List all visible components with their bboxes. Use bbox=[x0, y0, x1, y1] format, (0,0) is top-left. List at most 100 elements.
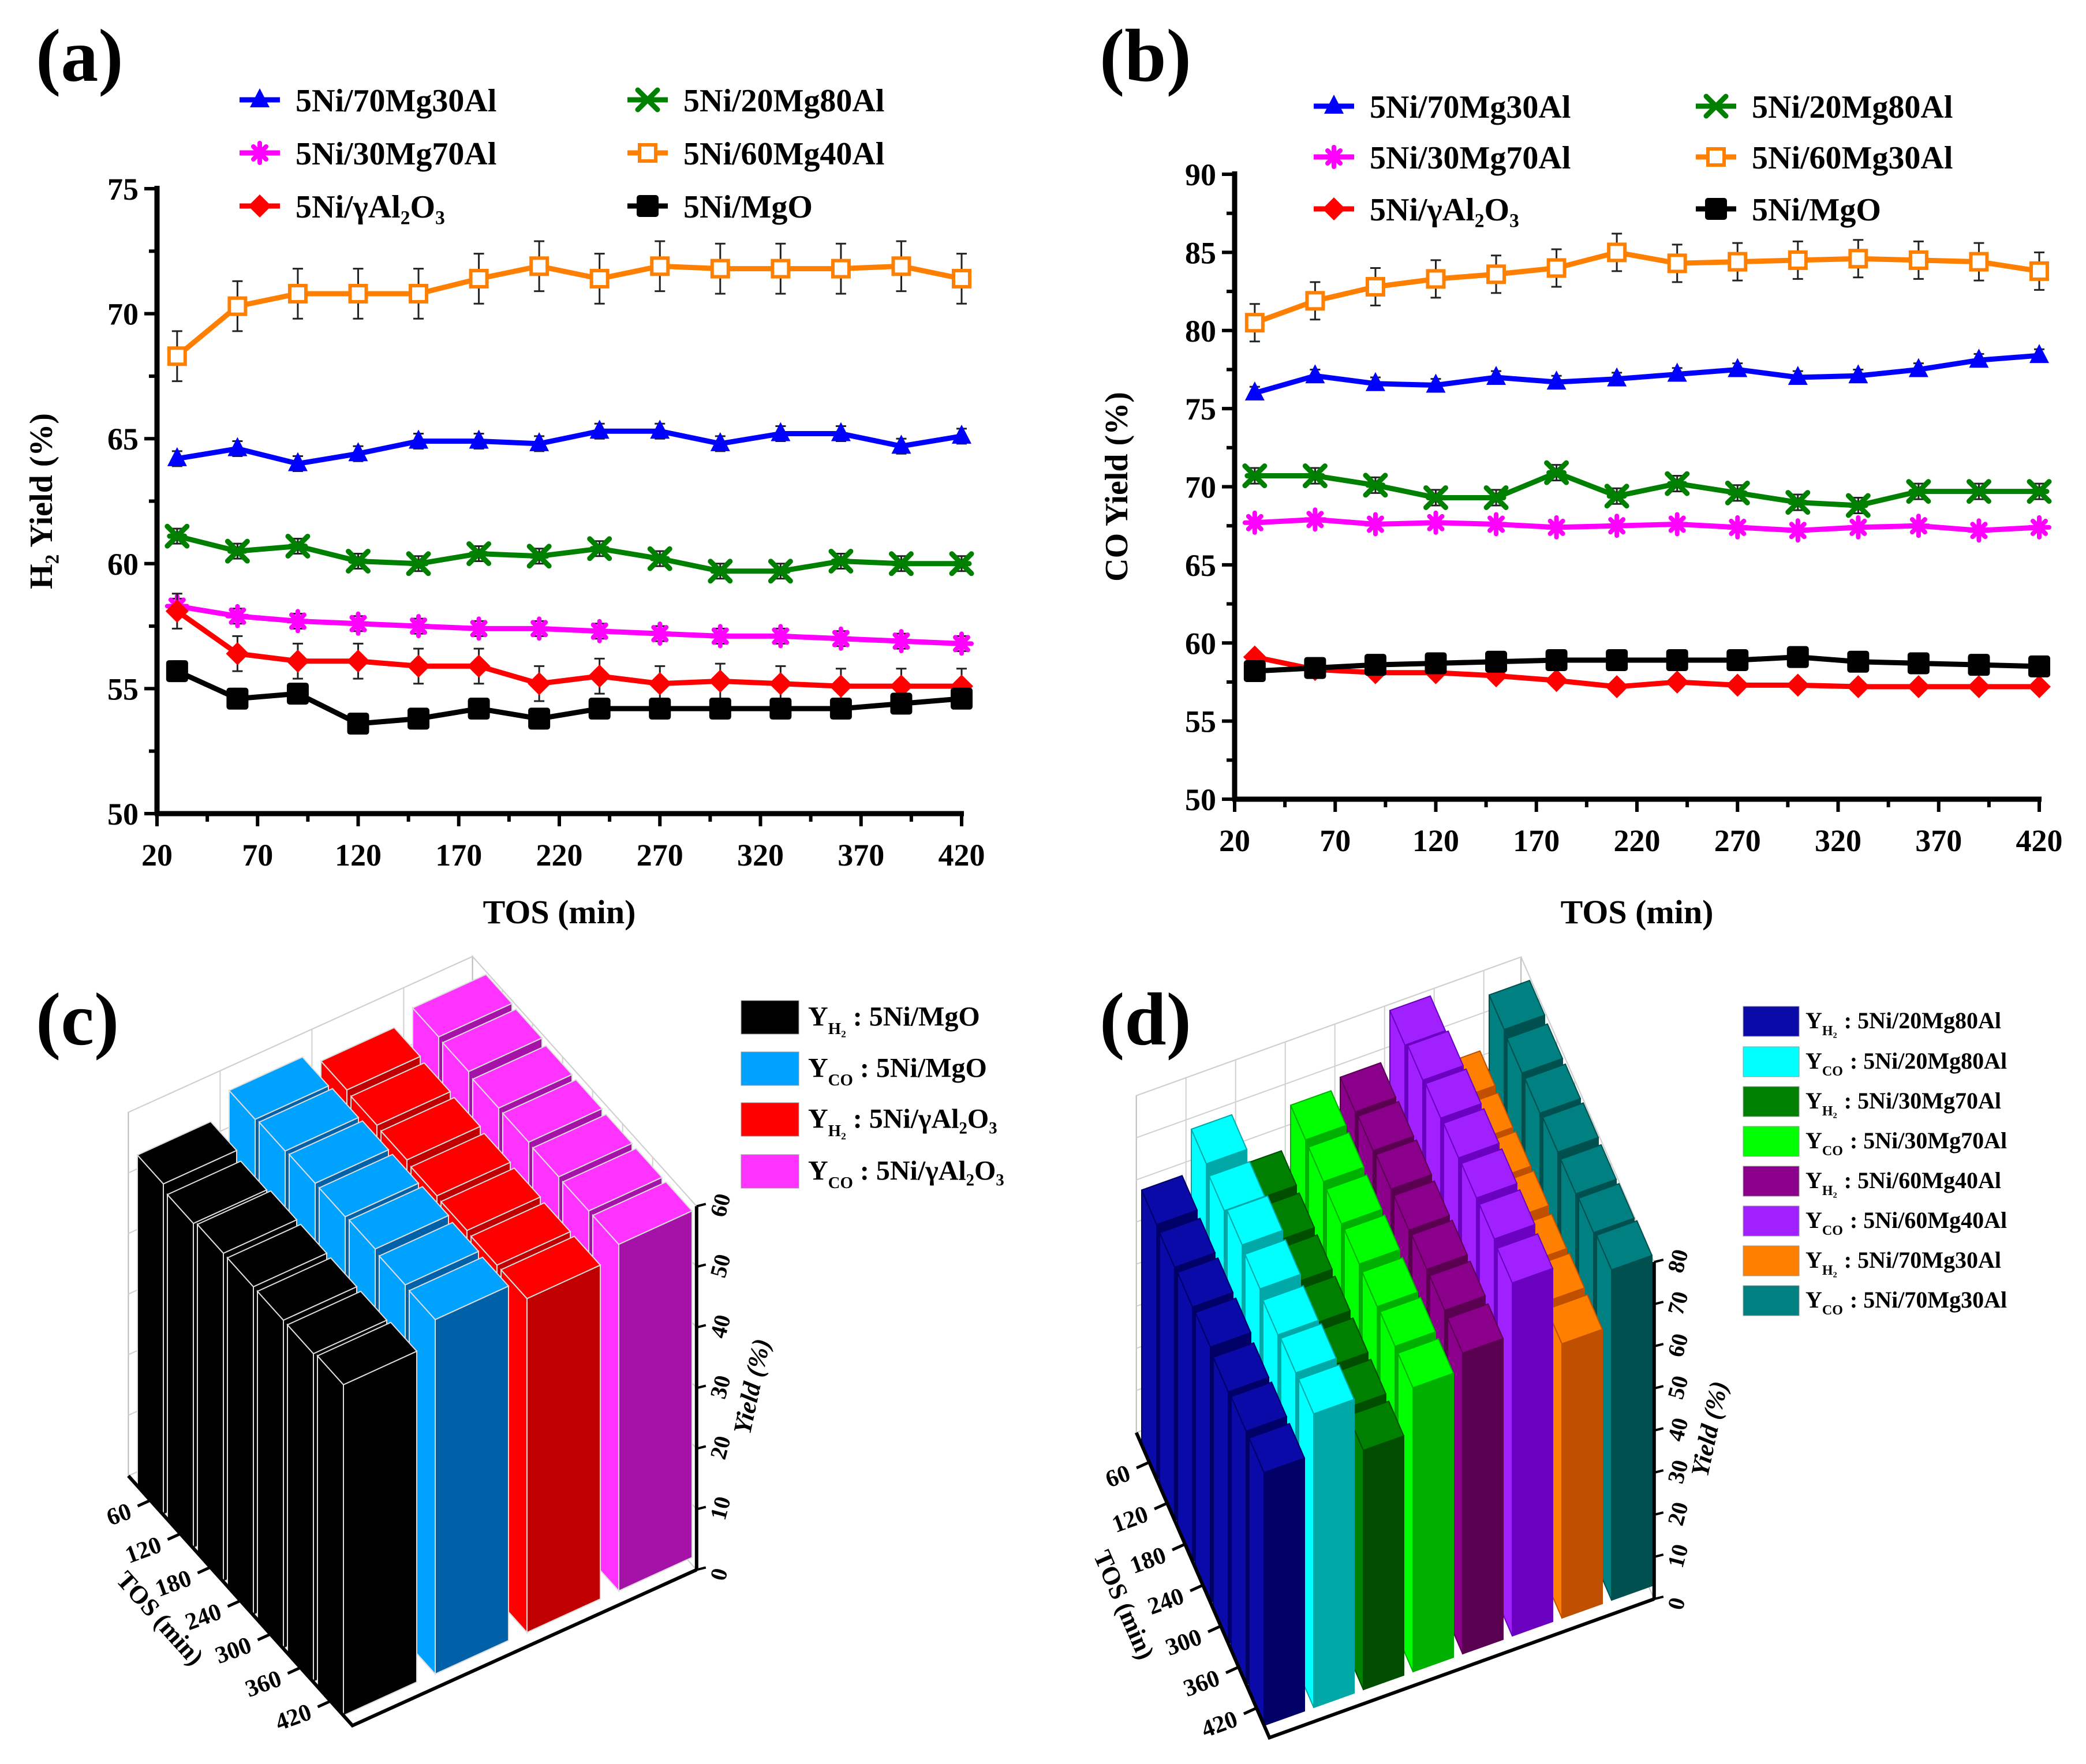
legend-swatch bbox=[1743, 1285, 1800, 1316]
star-marker bbox=[1423, 510, 1448, 535]
square-marker bbox=[1425, 652, 1447, 675]
legend-symbol: Y bbox=[808, 1053, 828, 1083]
diamond-marker bbox=[1605, 675, 1629, 699]
star-marker bbox=[406, 614, 431, 639]
yield-tick bbox=[1654, 1385, 1664, 1390]
x-tick-label: 70 bbox=[242, 838, 273, 872]
diamond-marker bbox=[528, 672, 551, 695]
triangle-marker bbox=[952, 424, 971, 444]
series-line bbox=[177, 428, 962, 467]
yield-tick-label: 60 bbox=[1662, 1331, 1694, 1359]
tos-tick bbox=[1243, 1706, 1257, 1716]
y-tick-label: 55 bbox=[107, 672, 139, 706]
yield-tick bbox=[696, 1263, 706, 1268]
yield-tick bbox=[1654, 1427, 1664, 1432]
x-cross-marker bbox=[1423, 485, 1448, 510]
legend-subscript: H₂ bbox=[828, 1122, 846, 1140]
star-marker bbox=[1544, 515, 1569, 540]
tos-tick bbox=[1225, 1665, 1239, 1675]
tos-tick bbox=[287, 1666, 301, 1675]
star-marker bbox=[346, 611, 371, 636]
open-square-marker bbox=[589, 268, 610, 289]
square-marker bbox=[1968, 654, 1990, 676]
yield-tick-label: 50 bbox=[1662, 1373, 1694, 1402]
x-tick-label: 220 bbox=[536, 838, 583, 872]
star-marker bbox=[225, 604, 250, 628]
diamond-marker bbox=[165, 600, 189, 623]
diamond-marker bbox=[1545, 669, 1568, 692]
triangle-marker bbox=[1607, 367, 1627, 387]
yield-tick-label: 80 bbox=[1662, 1246, 1694, 1275]
tos-tick bbox=[317, 1699, 331, 1709]
x-cross-marker bbox=[1725, 480, 1750, 505]
bar bbox=[1546, 1294, 1603, 1619]
open-square-marker bbox=[529, 256, 549, 276]
legend-text: : 5Ni/70Mg30Al bbox=[1850, 1287, 2007, 1313]
panel-label: (d) bbox=[1100, 978, 1191, 1061]
bar-left-face bbox=[167, 1193, 194, 1550]
x-cross-marker bbox=[587, 536, 612, 561]
tos-axis-line bbox=[1134, 1432, 1655, 1740]
legend-swatch bbox=[741, 1000, 799, 1035]
square-marker bbox=[709, 698, 731, 720]
bar-top-face bbox=[1244, 1239, 1302, 1290]
bars bbox=[136, 973, 693, 1717]
legend-label: YH₂: 5Ni/MgO bbox=[808, 1001, 980, 1038]
bar-top-face bbox=[1397, 1338, 1455, 1389]
open-square-marker bbox=[1728, 252, 1748, 272]
tos-tick-label: 120 bbox=[1109, 1501, 1152, 1538]
legend-item: 5Ni/20Mg80Al bbox=[627, 83, 884, 119]
bar-left-face bbox=[227, 1256, 254, 1617]
legend-item: 5Ni/60Mg30Al bbox=[1696, 140, 1953, 176]
x-tick-label: 270 bbox=[1714, 823, 1761, 858]
x-tick-label: 220 bbox=[1614, 823, 1661, 858]
legend-symbol: Y bbox=[1805, 1088, 1822, 1114]
triangle-marker bbox=[287, 452, 308, 471]
star-marker bbox=[1484, 512, 1509, 537]
grid-line bbox=[1136, 956, 1655, 1263]
x-cross-marker bbox=[2027, 479, 2052, 504]
star-marker bbox=[587, 619, 612, 643]
triangle-marker bbox=[831, 422, 851, 441]
yield-tick bbox=[1654, 1553, 1664, 1558]
tos-tick bbox=[167, 1532, 181, 1541]
tos-tick-label: 60 bbox=[103, 1498, 135, 1531]
star-marker bbox=[949, 631, 974, 656]
series-line bbox=[176, 533, 962, 574]
data-series bbox=[1244, 233, 2049, 343]
bar bbox=[316, 1321, 418, 1717]
legend-item: 5Ni/MgO bbox=[1696, 192, 1881, 228]
bar-left-face bbox=[1248, 1437, 1265, 1726]
y-tick-label: 75 bbox=[1185, 392, 1216, 426]
bar-top-face bbox=[1478, 1189, 1536, 1240]
triangle-marker bbox=[2029, 344, 2049, 364]
triangle-marker bbox=[1848, 364, 1868, 384]
open-square-marker bbox=[1848, 249, 1868, 269]
open-square-marker bbox=[638, 143, 657, 163]
triangle-marker bbox=[1908, 358, 1928, 377]
legend-item: YH₂: 5Ni/20Mg80Al bbox=[1743, 1006, 2001, 1039]
triangle-marker bbox=[250, 88, 270, 107]
square-marker bbox=[1545, 649, 1568, 672]
triangle-marker bbox=[710, 432, 730, 451]
square-marker bbox=[649, 698, 671, 720]
star-marker bbox=[1725, 515, 1750, 540]
open-square-marker bbox=[348, 283, 368, 304]
legend-label: 5Ni/30Mg70Al bbox=[296, 136, 496, 172]
yield-tick-label: 0 bbox=[1662, 1594, 1691, 1612]
bar-top-face bbox=[440, 1167, 541, 1231]
y-tick-label: 50 bbox=[107, 797, 139, 832]
line-chart-panel: (a) 20 70 120 170 220 270 320 370 420 50 55 60 65 70 75… bbox=[24, 14, 985, 931]
open-square-marker bbox=[2029, 261, 2049, 281]
bar-top-face bbox=[166, 1160, 268, 1224]
square-marker bbox=[588, 698, 611, 720]
tos-tick-label: 60 bbox=[1102, 1460, 1134, 1493]
bar-front-face bbox=[1561, 1328, 1603, 1619]
star-marker bbox=[1846, 515, 1871, 540]
bars bbox=[1141, 979, 1653, 1726]
open-square-marker bbox=[1969, 252, 1989, 272]
y-tick-label: 70 bbox=[1185, 470, 1216, 505]
legend-text: : 5Ni/70Mg30Al bbox=[1844, 1247, 2001, 1273]
square-marker bbox=[1243, 660, 1266, 682]
